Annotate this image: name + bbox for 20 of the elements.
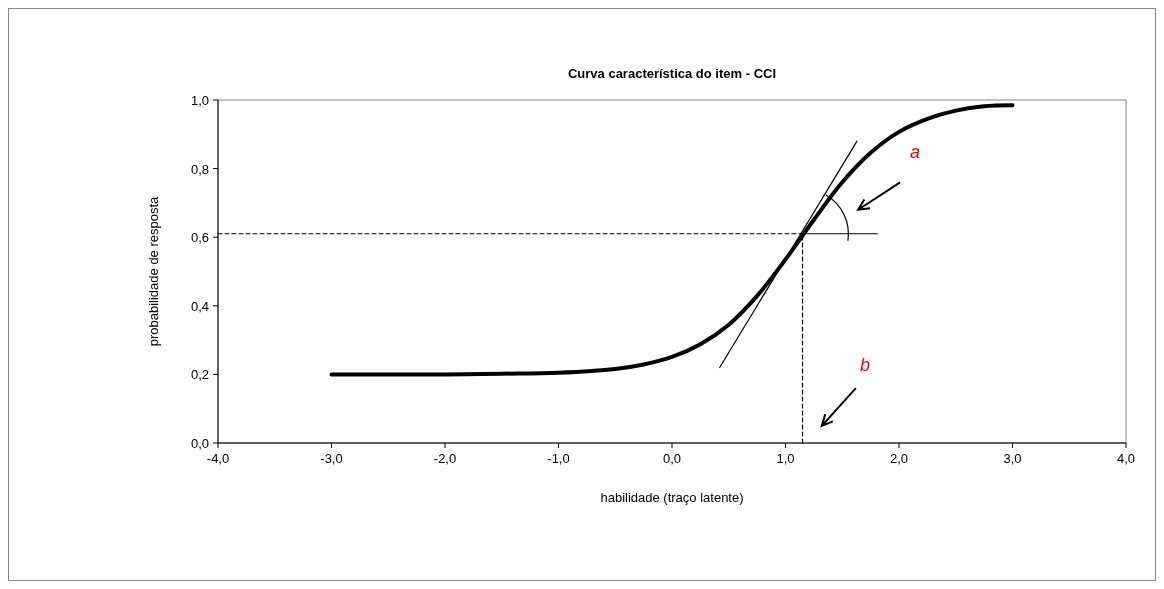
y-tick-label: 0,2 (190, 367, 209, 383)
x-tick-label: 1,0 (776, 451, 795, 466)
chart-title: Curva característica do item - CCI (567, 66, 777, 81)
x-tick-label: -1,0 (547, 451, 570, 466)
y-tick-label: 0,8 (190, 161, 209, 177)
x-tick-label: -3,0 (320, 451, 343, 466)
y-tick-label: 0,4 (190, 298, 209, 314)
x-tick-label: 0,0 (662, 451, 682, 466)
y-axis-title: probabilidade de resposta (146, 195, 161, 347)
y-tick-label: 1,0 (190, 93, 209, 108)
x-tick-label: 3,0 (1003, 451, 1022, 466)
x-axis-title: habilidade (traço latente) (600, 490, 744, 505)
annotation: a (909, 142, 920, 163)
x-tick-label: 4,0 (1116, 451, 1136, 466)
annotation: b (859, 354, 870, 375)
x-tick-label: 2,0 (889, 451, 909, 466)
y-tick-label: 0,0 (190, 436, 209, 451)
y-tick-label: 0,6 (190, 230, 209, 246)
x-tick-label: -4,0 (206, 451, 230, 466)
x-tick-label: -2,0 (433, 451, 457, 466)
